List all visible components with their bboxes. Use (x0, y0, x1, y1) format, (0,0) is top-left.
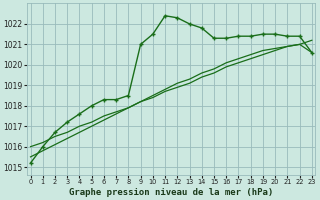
X-axis label: Graphe pression niveau de la mer (hPa): Graphe pression niveau de la mer (hPa) (69, 188, 273, 197)
